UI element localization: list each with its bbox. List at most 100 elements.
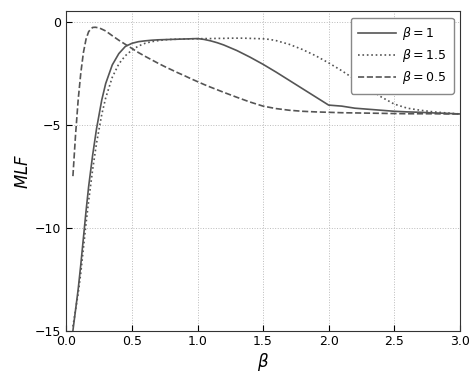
$\beta=1.5$ xyxy=(109,75,115,79)
$\beta=0.5$ xyxy=(392,111,397,116)
$\beta=1$ xyxy=(86,184,91,189)
$\beta=1$ xyxy=(339,104,345,108)
$\beta=1$ xyxy=(90,153,95,158)
$\beta=1$ xyxy=(162,37,167,42)
$\beta=0.5$ xyxy=(75,98,81,102)
$\beta=0.5$ xyxy=(247,100,253,104)
$\beta=0.5$ xyxy=(273,106,279,111)
$\beta=0.5$ xyxy=(195,79,201,84)
$\beta=1$ xyxy=(142,38,148,43)
$\beta=0.5$ xyxy=(116,38,122,43)
$\beta=1$ xyxy=(273,70,279,74)
$\beta=1$ xyxy=(168,37,174,42)
$\beta=0.5$ xyxy=(457,112,463,116)
$\beta=0.5$ xyxy=(418,111,423,116)
$\beta=1$ xyxy=(431,111,437,115)
$\beta=0.5$ xyxy=(99,27,105,32)
$\beta=0.5$ xyxy=(129,46,135,51)
$\beta=0.5$ xyxy=(234,95,240,100)
$\beta=1$ xyxy=(378,108,384,112)
$\beta=0.5$ xyxy=(182,73,187,78)
$\beta=1.5$ xyxy=(457,112,463,116)
$\beta=0.5$ xyxy=(286,108,292,112)
$\beta=1$ xyxy=(83,209,89,214)
$\beta=0.5$ xyxy=(86,29,91,34)
$\beta=1.5$ xyxy=(136,44,141,48)
$\beta=1$ xyxy=(75,287,81,292)
$\beta=1$ xyxy=(136,40,141,44)
$\beta=0.5$ xyxy=(136,50,141,55)
$\beta=0.5$ xyxy=(168,67,174,72)
$\beta=1.5$ xyxy=(228,36,233,40)
$\beta=0.5$ xyxy=(404,111,410,116)
$\beta=0.5$ xyxy=(300,109,305,114)
$\beta=1$ xyxy=(221,43,227,47)
$\beta=0.5$ xyxy=(208,85,213,89)
$\beta=0.5$ xyxy=(339,111,345,115)
$\beta=1$ xyxy=(103,81,109,86)
$\beta=0.5$ xyxy=(201,82,207,87)
$\beta=1$ xyxy=(260,62,266,66)
$\beta=0.5$ xyxy=(92,25,98,30)
$\beta=0.5$ xyxy=(73,133,78,137)
$\beta=1$ xyxy=(195,36,201,41)
$\beta=1$ xyxy=(214,40,220,45)
$\beta=0.5$ xyxy=(313,109,319,114)
$\beta=1$ xyxy=(418,110,423,115)
$\beta=0.5$ xyxy=(365,111,371,116)
$\beta=0.5$ xyxy=(352,111,358,115)
$\beta=1$ xyxy=(109,63,115,67)
$\beta=1$ xyxy=(247,55,253,59)
$\beta=1.5$ xyxy=(286,42,292,47)
$\beta=1.5$ xyxy=(142,41,148,46)
$\beta=0.5$ xyxy=(96,25,102,30)
$\beta=1$ xyxy=(286,78,292,83)
$\beta=1$ xyxy=(122,44,128,49)
$\beta=0.5$ xyxy=(81,50,86,55)
Line: $\beta=1.5$: $\beta=1.5$ xyxy=(73,38,460,326)
$\beta=0.5$ xyxy=(142,54,148,59)
$\beta=0.5$ xyxy=(122,42,128,47)
$\beta=0.5$ xyxy=(378,111,384,116)
$\beta=0.5$ xyxy=(70,174,76,179)
$\beta=1$ xyxy=(78,263,83,267)
$\beta=1$ xyxy=(365,107,371,111)
$\beta=1.5$ xyxy=(444,111,449,115)
$\beta=1$ xyxy=(313,95,319,99)
$\beta=0.5$ xyxy=(431,111,437,116)
$\beta=0.5$ xyxy=(83,37,89,41)
$\beta=1$ xyxy=(81,236,86,240)
$\beta=0.5$ xyxy=(326,110,331,115)
$\beta=1$ xyxy=(188,36,194,41)
Legend: $\beta=1$, $\beta=1.5$, $\beta=0.5$: $\beta=1$, $\beta=1.5$, $\beta=0.5$ xyxy=(351,17,454,93)
$\beta=1$ xyxy=(73,308,78,312)
$\beta=1$ xyxy=(352,106,358,111)
$\beta=1$ xyxy=(70,328,76,333)
$\beta=0.5$ xyxy=(103,28,109,33)
$\beta=1$ xyxy=(300,86,305,91)
$\beta=0.5$ xyxy=(78,71,83,76)
Y-axis label: $MLF$: $MLF$ xyxy=(14,153,32,189)
$\beta=0.5$ xyxy=(90,25,95,30)
$\beta=0.5$ xyxy=(188,76,194,81)
Line: $\beta=1$: $\beta=1$ xyxy=(73,39,460,331)
$\beta=1$ xyxy=(149,38,155,43)
$\beta=1$ xyxy=(404,109,410,114)
$\beta=1$ xyxy=(116,51,122,56)
$\beta=1$ xyxy=(457,112,463,116)
$\beta=1$ xyxy=(444,111,449,116)
$\beta=1$ xyxy=(234,48,240,53)
$\beta=1$ xyxy=(99,98,105,102)
$\beta=1$ xyxy=(392,109,397,114)
$\beta=1.5$ xyxy=(70,324,76,329)
$\beta=1$ xyxy=(94,127,100,131)
$\beta=0.5$ xyxy=(109,33,115,38)
$\beta=0.5$ xyxy=(444,112,449,116)
$\beta=0.5$ xyxy=(155,61,161,66)
$\beta=1$ xyxy=(208,38,213,43)
X-axis label: $\beta$: $\beta$ xyxy=(257,351,269,373)
$\beta=0.5$ xyxy=(221,90,227,95)
$\beta=1.5$ xyxy=(260,36,266,41)
$\beta=1$ xyxy=(175,37,181,41)
$\beta=0.5$ xyxy=(260,104,266,108)
